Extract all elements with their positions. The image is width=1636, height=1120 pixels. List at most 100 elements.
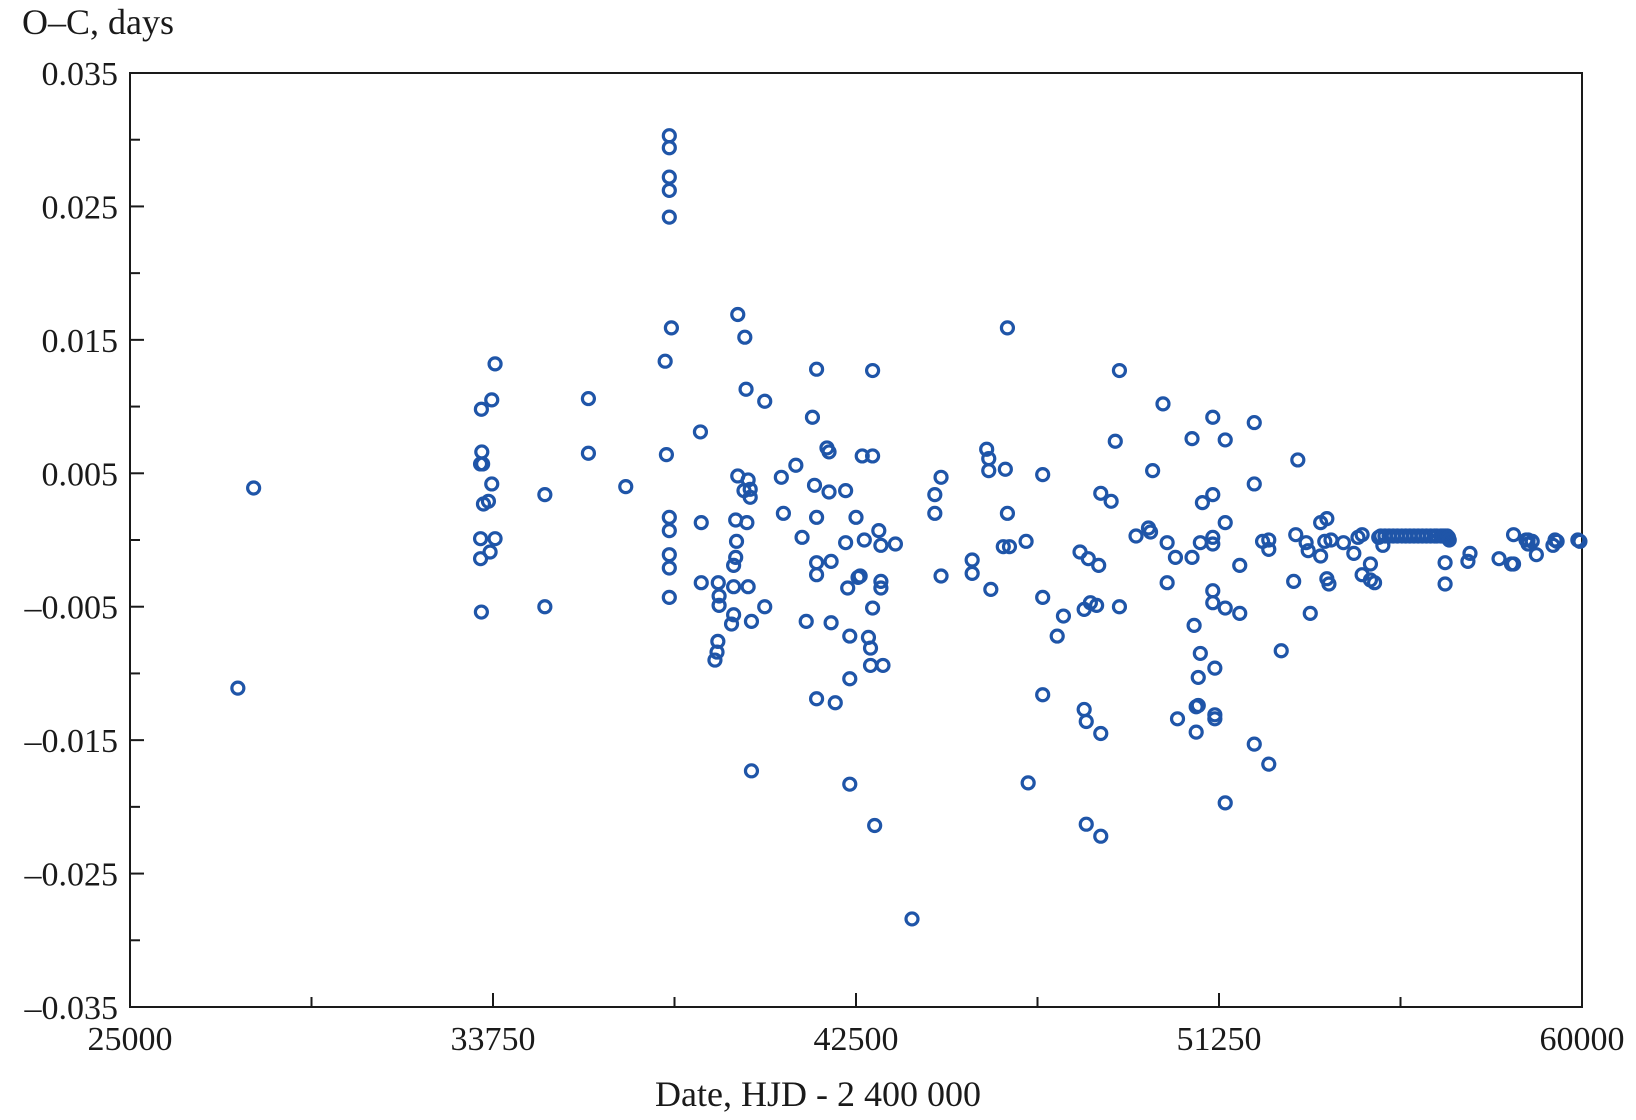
data-point — [808, 567, 825, 583]
data-point — [1207, 660, 1223, 676]
data-point — [1232, 557, 1248, 573]
data-point — [1020, 775, 1036, 791]
data-point — [979, 441, 995, 457]
data-point — [661, 589, 677, 605]
data-point — [480, 493, 497, 509]
data-point — [823, 553, 839, 569]
data-point — [981, 463, 997, 479]
data-point — [742, 489, 758, 505]
data-point — [1317, 533, 1333, 549]
data-point — [864, 600, 881, 616]
data-point — [862, 640, 879, 656]
data-point — [487, 356, 503, 372]
data-point — [1093, 485, 1109, 501]
y-tick-label: 0.025 — [42, 189, 119, 226]
data-point — [1049, 628, 1065, 644]
data-point — [482, 544, 498, 560]
data-point — [1205, 536, 1221, 552]
data-point — [856, 532, 872, 548]
y-axis-title: O–C, days — [22, 2, 174, 42]
data-point — [933, 469, 949, 485]
data-point — [852, 568, 868, 584]
data-point — [1194, 495, 1211, 511]
data-point — [838, 483, 854, 499]
data-point — [1159, 575, 1175, 591]
data-point — [738, 381, 754, 397]
data-point — [806, 477, 823, 493]
data-point — [1313, 548, 1329, 564]
data-point — [1549, 533, 1565, 549]
data-point — [1354, 527, 1370, 543]
data-point — [808, 509, 825, 525]
data-point — [1080, 551, 1096, 567]
data-point — [1288, 527, 1304, 543]
data-point — [661, 560, 677, 576]
x-tick-label: 42500 — [814, 1021, 899, 1058]
x-tick-label: 51250 — [1177, 1021, 1262, 1058]
data-point — [726, 607, 742, 623]
data-point — [1145, 463, 1161, 479]
data-point — [1524, 533, 1540, 549]
data-point — [1111, 362, 1128, 379]
data-point — [1261, 756, 1277, 772]
data-point — [740, 579, 756, 595]
data-point — [661, 140, 677, 156]
data-point — [1441, 532, 1457, 548]
data-point — [1319, 511, 1335, 527]
data-point — [1246, 414, 1262, 431]
data-point — [730, 306, 746, 323]
x-tick-label: 33750 — [451, 1021, 536, 1058]
data-point — [537, 599, 553, 615]
data-point — [904, 911, 920, 927]
data-point — [821, 444, 837, 460]
data-point — [743, 613, 760, 629]
data-point — [1232, 605, 1248, 621]
data-point — [854, 448, 870, 464]
y-tick-label: –0.035 — [24, 990, 119, 1027]
data-point — [739, 515, 755, 531]
data-point — [1246, 736, 1262, 752]
data-point — [838, 535, 854, 551]
data-point — [661, 547, 677, 563]
data-point — [821, 484, 837, 500]
data-point — [1207, 711, 1223, 727]
data-point — [999, 320, 1016, 336]
data-point — [864, 362, 881, 379]
data-point — [473, 401, 489, 417]
data-point — [873, 537, 889, 553]
data-point — [711, 597, 727, 613]
data-point — [658, 447, 675, 463]
data-point — [788, 457, 804, 473]
data-point — [1186, 617, 1202, 633]
data-point — [484, 476, 500, 492]
data-point — [710, 633, 726, 650]
data-point — [661, 128, 677, 144]
data-point — [537, 487, 553, 503]
data-point — [1505, 527, 1522, 543]
data-point — [964, 552, 980, 568]
data-point — [1035, 687, 1051, 703]
data-point — [1205, 595, 1221, 611]
data-point — [580, 390, 597, 407]
data-point — [804, 409, 821, 425]
data-point — [1078, 816, 1094, 832]
data-point — [1142, 524, 1159, 540]
data-point — [484, 392, 500, 408]
data-point — [693, 515, 709, 531]
data-point — [743, 763, 760, 779]
data-point — [964, 565, 980, 581]
data-point — [661, 182, 677, 199]
data-point — [1366, 575, 1383, 591]
data-point — [927, 505, 943, 521]
data-point — [1290, 452, 1306, 468]
data-point — [692, 424, 709, 440]
data-point — [1184, 549, 1200, 565]
data-point — [657, 353, 673, 369]
data-point — [775, 505, 792, 521]
data-point — [487, 531, 503, 547]
y-tick-label: –0.025 — [24, 857, 119, 894]
data-point — [757, 599, 773, 615]
data-point — [740, 472, 756, 488]
data-point — [933, 568, 949, 584]
